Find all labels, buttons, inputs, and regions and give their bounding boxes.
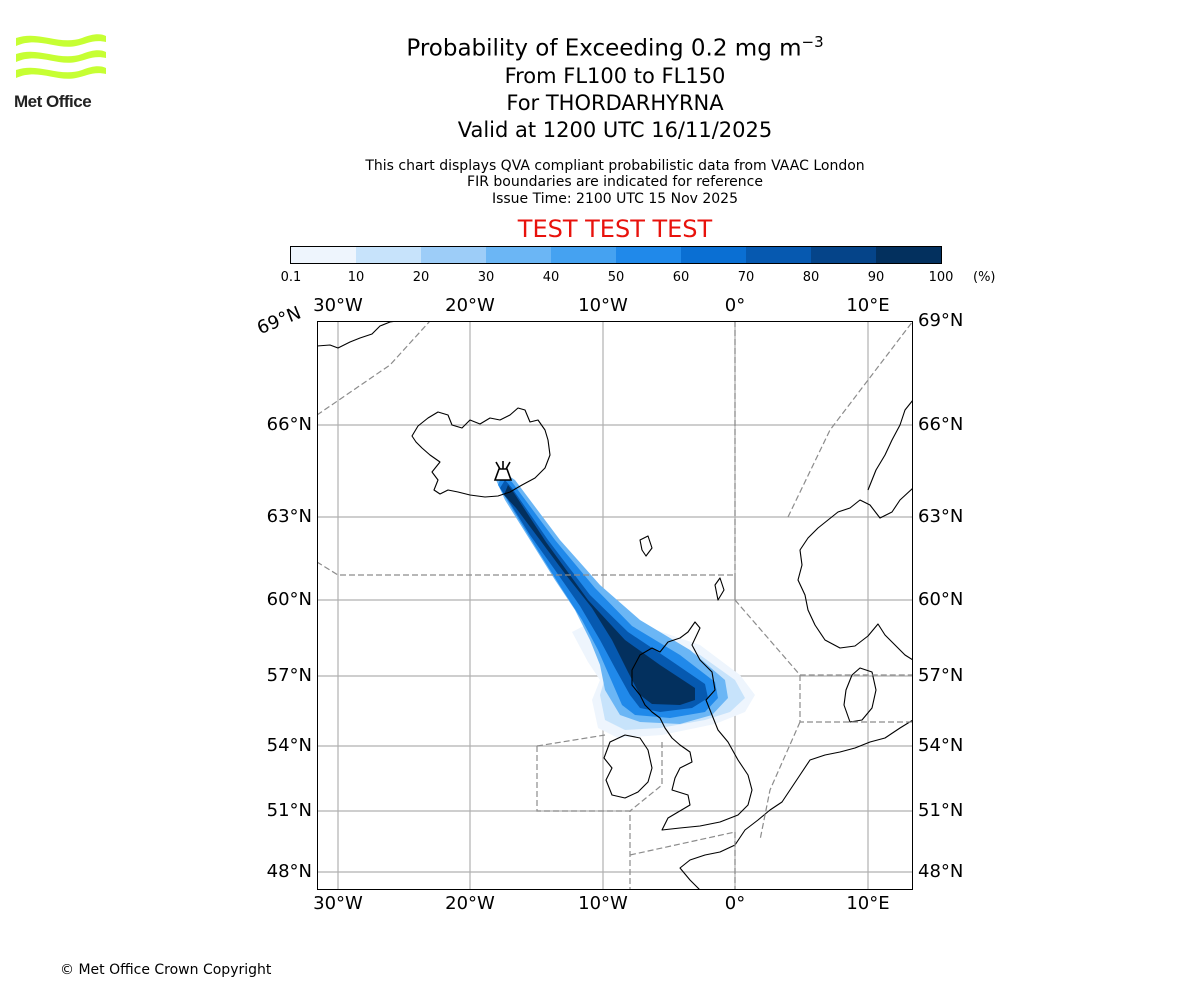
lat-label-left: 48°N	[266, 861, 312, 882]
lon-label-bottom: 30°W	[313, 893, 363, 914]
lat-label-left: 51°N	[266, 800, 312, 821]
lat-label-right: 48°N	[918, 861, 964, 882]
colorbar-segment	[551, 247, 617, 263]
met-office-logo-text: Met Office	[14, 92, 92, 111]
colorbar-tick-label: 80	[802, 270, 820, 285]
colorbar	[290, 246, 942, 264]
lat-label-left: 66°N	[266, 414, 312, 435]
lat-label-right: 51°N	[918, 800, 964, 821]
flight-level-range: From FL100 to FL150	[504, 64, 726, 88]
colorbar-segment	[291, 247, 357, 263]
colorbar-unit: (%)	[973, 270, 996, 285]
colorbar-tick-label: 10	[347, 270, 365, 285]
lat-label-left: 54°N	[266, 735, 312, 756]
coastlines	[317, 321, 913, 890]
colorbar-tick-label: 60	[672, 270, 690, 285]
lon-label-top: 20°W	[445, 295, 495, 316]
colorbar-segment	[421, 247, 487, 263]
lat-label-right: 66°N	[918, 414, 964, 435]
lon-label-bottom: 0°	[724, 893, 746, 914]
volcano-icon	[493, 461, 513, 481]
lat-label-right: 57°N	[918, 665, 964, 686]
colorbar-segment	[746, 247, 812, 263]
colorbar-tick-label: 30	[477, 270, 495, 285]
lat-label-left: 63°N	[266, 506, 312, 527]
chart-note: This chart displays QVA compliant probab…	[365, 158, 865, 174]
lat-label-left: 57°N	[266, 665, 312, 686]
issue-time: Issue Time: 2100 UTC 15 Nov 2025	[491, 191, 739, 207]
colorbar-tick-label: 0.1	[280, 270, 302, 285]
colorbar-segment	[616, 247, 682, 263]
lat-label-rotated: 69°N	[254, 302, 305, 339]
copyright: © Met Office Crown Copyright	[60, 962, 272, 978]
lon-label-bottom: 10°W	[578, 893, 628, 914]
colorbar-segment	[356, 247, 422, 263]
lon-label-top: 10°W	[578, 295, 628, 316]
lat-label-right: 54°N	[918, 735, 964, 756]
lon-label-top: 0°	[724, 295, 746, 316]
lat-label-left: 60°N	[266, 589, 312, 610]
colorbar-segment	[876, 247, 942, 263]
colorbar-tick-label: 50	[607, 270, 625, 285]
valid-time: Valid at 1200 UTC 16/11/2025	[457, 118, 773, 142]
volcano-name: For THORDARHYRNA	[506, 91, 724, 115]
lat-label-right: 69°N	[918, 310, 964, 331]
map-frame	[317, 321, 913, 890]
colorbar-tick-label: 70	[737, 270, 755, 285]
colorbar-segment	[811, 247, 877, 263]
colorbar-segment	[681, 247, 747, 263]
lon-label-top: 10°E	[846, 295, 890, 316]
colorbar-segment	[486, 247, 552, 263]
lat-label-right: 60°N	[918, 589, 964, 610]
test-banner: TEST TEST TEST	[517, 215, 713, 243]
colorbar-tick-label: 100	[928, 270, 954, 285]
lon-label-bottom: 10°E	[846, 893, 890, 914]
colorbar-tick-label: 20	[412, 270, 430, 285]
map-panel	[317, 321, 913, 890]
lat-label-right: 63°N	[918, 506, 964, 527]
lon-label-bottom: 20°W	[445, 893, 495, 914]
chart-title: Probability of Exceeding 0.2 mg m−3	[406, 33, 824, 62]
colorbar-tick-label: 90	[867, 270, 885, 285]
lon-label-top: 30°W	[313, 295, 363, 316]
colorbar-tick-label: 40	[542, 270, 560, 285]
ash-plume	[496, 470, 755, 738]
fir-note: FIR boundaries are indicated for referen…	[467, 174, 763, 190]
fir-boundaries	[317, 321, 913, 890]
met-office-logo	[16, 34, 106, 79]
